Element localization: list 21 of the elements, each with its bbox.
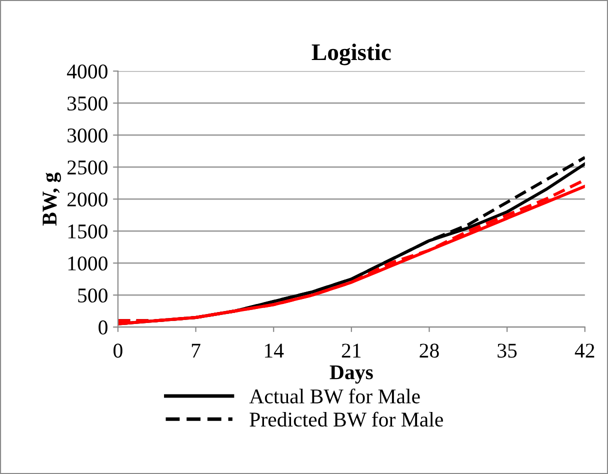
x-tick-label: 7 <box>192 344 200 358</box>
y-tick-label: 1000 <box>68 256 108 271</box>
y-tick-label: 1500 <box>68 224 108 239</box>
chart-title: Logistic <box>312 44 391 66</box>
x-axis-title: Days <box>330 365 373 384</box>
x-tick-label: 42 <box>574 344 594 358</box>
y-tick-label: 0 <box>98 320 108 334</box>
x-tick-label: 28 <box>420 344 439 358</box>
y-tick-label: 2500 <box>67 160 108 175</box>
y-tick-label: 4000 <box>66 64 108 79</box>
legend-label: Actual BW for Male <box>249 388 420 404</box>
y-tick-label: 500 <box>78 288 108 302</box>
x-tick-label: 35 <box>498 344 517 358</box>
x-tick-label: 21 <box>342 344 361 358</box>
x-tick-label: 0 <box>114 344 122 358</box>
y-tick-label: 3500 <box>68 96 108 111</box>
y-tick-label: 2000 <box>67 192 108 207</box>
y-tick-label: 3000 <box>68 128 108 143</box>
x-tick-label: 14 <box>265 344 284 358</box>
legend-label: Predicted BW for Male <box>250 412 443 427</box>
y-axis-title: BW, g <box>42 172 62 226</box>
